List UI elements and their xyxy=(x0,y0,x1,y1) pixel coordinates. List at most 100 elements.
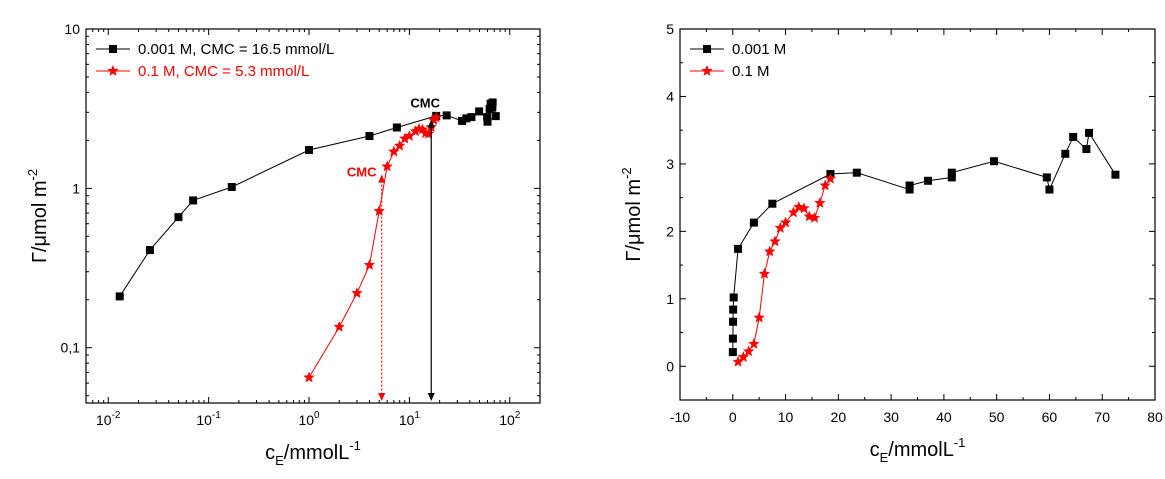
series-red-stars-point xyxy=(381,160,393,172)
x-axis-label-main: c xyxy=(870,439,880,461)
left-chart-log-log: 10-2 10-1 100 101 1020,1110cE/mmolL-1Γ/μmol … xyxy=(25,21,541,468)
cmc-red-label: CMC xyxy=(347,165,377,180)
series-red-stars-point xyxy=(753,311,765,323)
series-red-stars-point xyxy=(814,196,826,208)
x-tick-label: 10-1 xyxy=(196,410,221,428)
series-black-squares-point xyxy=(488,103,497,112)
x-tick-label-exponent: 0 xyxy=(314,410,320,421)
series-black-squares-point xyxy=(475,107,484,116)
series-black-squares-point xyxy=(227,182,236,191)
series-black-squares-point xyxy=(467,113,476,122)
series-red-stars-point xyxy=(422,127,435,139)
series-black-squares-point xyxy=(947,168,956,177)
series-black-squares-point xyxy=(305,146,314,155)
y-tick-label: 0 xyxy=(666,358,674,374)
series-black-squares-line xyxy=(732,131,1116,353)
x-axis-label: cE/mmolL-1 xyxy=(870,435,966,465)
legend-entry-black-label: 0.001 M xyxy=(732,41,786,58)
x-tick-label-base: 10 xyxy=(499,412,515,428)
series-red-stars-point xyxy=(819,179,831,191)
series-black-squares-point xyxy=(1045,185,1054,194)
series-black-squares-point xyxy=(365,132,374,141)
series-red-stars-point xyxy=(769,235,781,247)
series-black-squares-point xyxy=(924,176,933,185)
series-black-squares-point xyxy=(1111,170,1120,179)
series-red-stars-point xyxy=(787,206,800,218)
y-tick-label: 2 xyxy=(666,223,674,239)
series-red-stars-point xyxy=(798,202,810,214)
x-axis-label: cE/mmolL-1 xyxy=(265,438,361,468)
x-axis-label-main: c xyxy=(265,442,275,464)
x-tick-label: 40 xyxy=(936,409,952,425)
series-red-stars-line xyxy=(737,178,831,363)
series-black-squares-point xyxy=(728,334,737,343)
series-red-stars-point xyxy=(763,245,776,257)
series-red-stars-point xyxy=(779,216,792,228)
series-red-stars-point xyxy=(742,345,755,357)
series-black-squares-point xyxy=(483,117,492,126)
series-black-squares-point xyxy=(729,305,738,314)
y-tick-label: 1 xyxy=(666,291,674,307)
legend-entry-red-label: 0.1 M, CMC = 5.3 mmol/L xyxy=(138,63,309,80)
series-black-squares-point xyxy=(442,111,451,120)
y-axis-label-superscript: -2 xyxy=(619,167,634,179)
x-tick-label-exponent: -2 xyxy=(112,410,121,421)
series-black-squares-point xyxy=(189,196,198,205)
x-tick-label: 10 xyxy=(778,409,794,425)
x-tick-label-exponent: 2 xyxy=(515,410,521,421)
series-red-stars-point xyxy=(824,172,837,184)
series-black-squares-point xyxy=(728,348,737,357)
series-black-squares-point xyxy=(905,181,914,190)
plot-data-area xyxy=(728,128,1120,367)
x-tick-label-base: 10 xyxy=(196,412,212,428)
y-tick-label: 0,1 xyxy=(61,340,81,356)
legend-entry-red-marker xyxy=(107,64,119,76)
y-tick-label: 5 xyxy=(666,21,674,37)
x-axis-label-unit: /mmolL xyxy=(284,442,350,464)
x-tick-label-exponent: -1 xyxy=(212,410,221,421)
legend-entry-black-label: 0.001 M, CMC = 16.5 mmol/L xyxy=(138,41,334,58)
plot-data-area xyxy=(115,98,500,383)
cmc-black-arrow-head-up xyxy=(427,119,435,128)
series-red-stars-point xyxy=(393,139,406,151)
series-red-stars-line xyxy=(308,117,437,378)
series-red-stars-point xyxy=(303,371,315,383)
series-black-squares-line xyxy=(119,102,497,297)
series-black-squares-point xyxy=(734,244,743,253)
x-axis-label-subscript: E xyxy=(275,453,284,468)
series-black-squares-point xyxy=(488,98,497,107)
series-red-stars-point xyxy=(774,221,787,233)
cmc-red-arrow-head-down xyxy=(378,393,386,401)
cmc-black-arrow-head-down xyxy=(427,393,435,401)
legend-entry-red-marker xyxy=(701,64,713,76)
x-tick-label: 101 xyxy=(399,410,421,428)
x-axis-label-subscript: E xyxy=(880,450,889,465)
x-tick-label: 102 xyxy=(499,410,521,428)
x-tick-label: 50 xyxy=(989,409,1005,425)
x-tick-label-base: 10 xyxy=(298,412,314,428)
x-tick-label: 10-2 xyxy=(96,410,121,428)
series-black-squares-point xyxy=(729,293,738,302)
series-black-squares-point xyxy=(458,116,467,125)
x-tick-label: 70 xyxy=(1094,409,1110,425)
y-tick-label: 4 xyxy=(666,88,674,104)
series-black-squares-point xyxy=(1069,132,1078,141)
series-black-squares-point xyxy=(115,292,124,301)
series-black-squares-point xyxy=(990,157,999,166)
x-tick-label-exponent: 1 xyxy=(414,410,420,421)
y-axis-label-main: Γ/μmol m xyxy=(623,179,645,262)
series-black-squares-point xyxy=(1061,149,1070,158)
x-tick-label: 80 xyxy=(1147,409,1163,425)
series-red-stars-point xyxy=(737,351,750,363)
series-black-squares-point xyxy=(174,213,183,222)
series-red-stars-point xyxy=(808,211,821,223)
series-red-stars-point xyxy=(363,259,376,270)
series-red-stars-point xyxy=(748,337,760,349)
series-black-squares-point xyxy=(947,173,956,182)
series-black-squares-point xyxy=(1085,128,1094,137)
y-axis-label-main: Γ/μmol m xyxy=(29,181,51,264)
x-tick-label: -10 xyxy=(670,409,690,425)
plot-frame xyxy=(85,28,541,404)
x-tick-label: 100 xyxy=(298,410,320,428)
right-chart-linear: -10 0 10 20 30 40 50 60 70 80 0 1 2 3 4 5 cE/mmolL-1 Γ/μm… xyxy=(619,21,1163,465)
